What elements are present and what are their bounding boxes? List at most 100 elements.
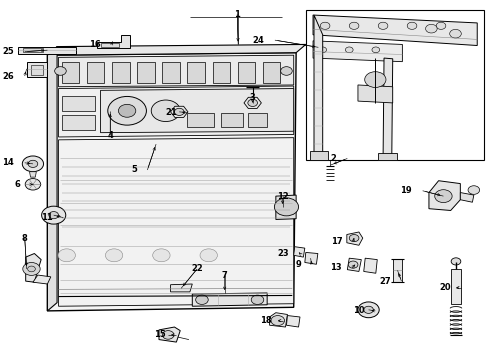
Polygon shape <box>358 85 392 103</box>
Circle shape <box>28 160 38 167</box>
Text: 21: 21 <box>165 108 177 117</box>
Text: 27: 27 <box>379 276 391 285</box>
Bar <box>188 113 214 127</box>
Text: 6: 6 <box>15 180 21 189</box>
Text: 18: 18 <box>260 316 272 325</box>
Text: 12: 12 <box>277 192 289 201</box>
Polygon shape <box>287 316 300 327</box>
Circle shape <box>23 262 40 275</box>
Circle shape <box>450 30 461 38</box>
Circle shape <box>49 212 58 219</box>
Circle shape <box>358 302 379 318</box>
Bar <box>221 113 243 127</box>
Bar <box>248 113 267 127</box>
Polygon shape <box>429 181 460 211</box>
Polygon shape <box>294 247 305 257</box>
Text: 11: 11 <box>41 213 53 222</box>
Text: 20: 20 <box>439 283 451 292</box>
Text: 24: 24 <box>252 36 264 45</box>
Polygon shape <box>48 53 296 311</box>
Circle shape <box>365 72 386 87</box>
Polygon shape <box>33 275 51 284</box>
Circle shape <box>348 261 358 268</box>
Polygon shape <box>159 327 180 342</box>
Circle shape <box>251 295 264 305</box>
Polygon shape <box>364 258 377 273</box>
Polygon shape <box>58 86 294 137</box>
Text: 5: 5 <box>131 166 137 175</box>
Polygon shape <box>192 293 267 306</box>
Bar <box>162 62 180 83</box>
Bar <box>100 43 119 46</box>
Bar <box>26 62 47 77</box>
Circle shape <box>27 266 35 272</box>
Bar <box>62 62 79 83</box>
Text: 15: 15 <box>154 330 166 339</box>
Polygon shape <box>383 58 392 160</box>
Text: 17: 17 <box>331 237 343 246</box>
Circle shape <box>436 22 446 30</box>
Bar <box>263 62 280 83</box>
Bar <box>137 62 155 83</box>
Circle shape <box>345 47 353 53</box>
Bar <box>392 259 402 282</box>
Polygon shape <box>48 44 306 55</box>
Polygon shape <box>25 253 41 282</box>
Polygon shape <box>276 195 296 220</box>
Circle shape <box>151 100 180 122</box>
Circle shape <box>162 330 174 339</box>
Circle shape <box>349 234 359 242</box>
Circle shape <box>58 249 75 262</box>
Polygon shape <box>305 252 318 264</box>
Bar <box>238 62 255 83</box>
Circle shape <box>274 198 298 216</box>
Bar <box>62 115 95 130</box>
Text: 14: 14 <box>2 158 14 167</box>
Polygon shape <box>270 313 288 327</box>
Text: 10: 10 <box>353 306 365 315</box>
Circle shape <box>320 22 330 30</box>
Polygon shape <box>244 97 261 108</box>
Polygon shape <box>171 106 188 117</box>
Circle shape <box>174 108 184 116</box>
Circle shape <box>425 24 437 33</box>
Polygon shape <box>58 138 294 306</box>
Circle shape <box>105 249 123 262</box>
Text: 26: 26 <box>2 72 14 81</box>
Polygon shape <box>58 55 294 87</box>
Text: 3: 3 <box>250 93 256 102</box>
Circle shape <box>364 306 373 314</box>
Text: 4: 4 <box>107 131 113 140</box>
Text: 2: 2 <box>331 154 337 163</box>
Polygon shape <box>378 153 396 160</box>
Polygon shape <box>460 193 474 202</box>
Circle shape <box>200 249 218 262</box>
Circle shape <box>248 99 258 107</box>
Polygon shape <box>100 89 294 133</box>
Polygon shape <box>171 284 192 292</box>
Text: 16: 16 <box>89 40 101 49</box>
Text: 1: 1 <box>234 10 240 19</box>
Bar <box>451 269 461 304</box>
Polygon shape <box>313 41 402 62</box>
Polygon shape <box>313 15 477 45</box>
Circle shape <box>119 104 136 117</box>
Circle shape <box>319 47 326 53</box>
Polygon shape <box>347 232 363 245</box>
Circle shape <box>271 316 285 325</box>
Bar <box>112 62 129 83</box>
Bar <box>306 10 485 160</box>
Bar <box>213 62 230 83</box>
Text: 13: 13 <box>330 264 342 273</box>
Text: 19: 19 <box>400 186 412 195</box>
Text: 8: 8 <box>22 234 27 243</box>
Circle shape <box>108 96 147 125</box>
Bar <box>62 96 95 111</box>
Circle shape <box>25 179 41 190</box>
Circle shape <box>378 22 388 30</box>
Polygon shape <box>314 15 323 158</box>
Polygon shape <box>310 151 327 160</box>
Circle shape <box>451 258 461 265</box>
Circle shape <box>196 295 208 305</box>
Circle shape <box>468 186 480 194</box>
